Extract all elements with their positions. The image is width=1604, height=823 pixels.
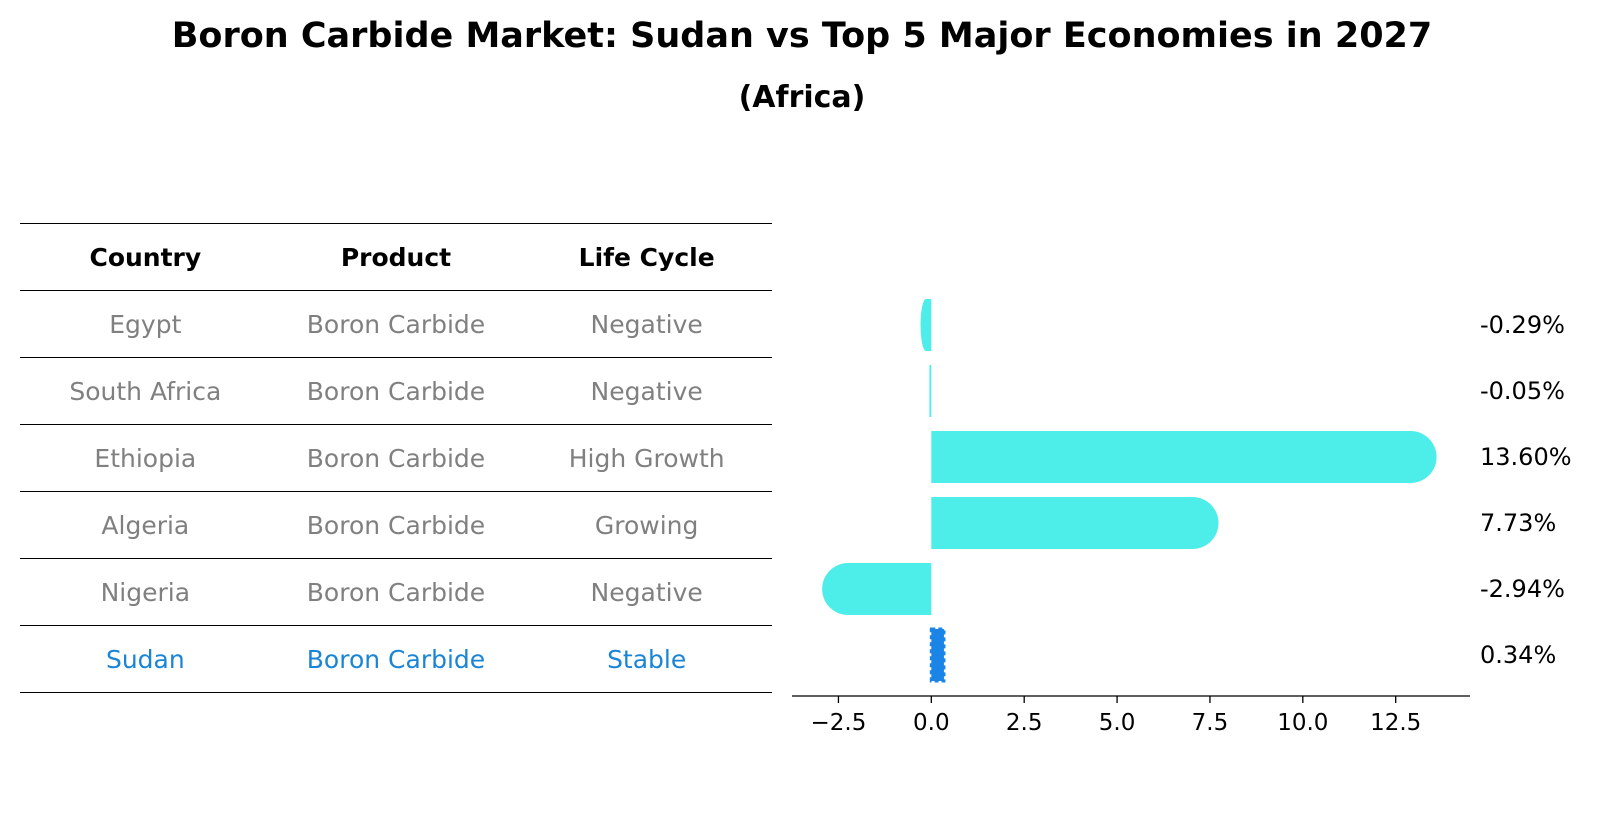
cell-life-cycle: Negative <box>521 558 772 626</box>
value-label: -2.94% <box>1480 575 1565 603</box>
table-header-row: Country Product Life Cycle <box>20 223 772 291</box>
header-product: Product <box>270 223 522 291</box>
bar-egypt <box>920 299 932 351</box>
table-row-highlight: Sudan Boron Carbide Stable <box>20 625 772 693</box>
x-tick-label: 10.0 <box>1277 710 1328 736</box>
cell-country: South Africa <box>20 357 271 425</box>
bar-south-africa <box>929 365 932 417</box>
x-tick-label: −2.5 <box>811 710 867 736</box>
table-row: Nigeria Boron Carbide Negative <box>20 558 772 626</box>
bar-ethiopia <box>931 431 1437 483</box>
cell-country: Algeria <box>20 491 271 559</box>
x-tick-label: 2.5 <box>1006 710 1043 736</box>
x-tick-label: 12.5 <box>1370 710 1421 736</box>
cell-life-cycle: Negative <box>521 357 772 425</box>
cell-life-cycle: High Growth <box>521 424 772 492</box>
cell-country: Nigeria <box>20 558 271 626</box>
bar-algeria <box>931 497 1219 549</box>
cell-life-cycle: Growing <box>521 491 772 559</box>
x-tick-label: 7.5 <box>1192 710 1229 736</box>
value-label: 0.34% <box>1480 641 1556 669</box>
bar-sudan <box>929 627 946 683</box>
bar-nigeria <box>822 563 932 615</box>
cell-country: Egypt <box>20 290 271 358</box>
cell-product: Boron Carbide <box>270 491 522 559</box>
chart-title: Boron Carbide Market: Sudan vs Top 5 Maj… <box>171 16 1433 56</box>
cell-country: Ethiopia <box>20 424 271 492</box>
header-country: Country <box>20 223 271 291</box>
value-label: 13.60% <box>1480 443 1572 471</box>
cell-product: Boron Carbide <box>270 357 522 425</box>
table-row: Ethiopia Boron Carbide High Growth <box>20 424 772 492</box>
cell-product: Boron Carbide <box>270 625 522 693</box>
value-label: -0.05% <box>1480 377 1565 405</box>
cell-country: Sudan <box>20 625 271 693</box>
value-label: 7.73% <box>1480 509 1556 537</box>
table-row: South Africa Boron Carbide Negative <box>20 357 772 425</box>
comparison-table: Country Product Life Cycle Egypt Boron C… <box>20 223 772 693</box>
chart-subtitle: (Africa) <box>738 80 866 115</box>
cell-product: Boron Carbide <box>270 424 522 492</box>
x-tick-label: 5.0 <box>1099 710 1136 736</box>
table-row: Algeria Boron Carbide Growing <box>20 491 772 559</box>
x-tick-label: 0.0 <box>913 710 950 736</box>
cell-life-cycle: Stable <box>521 625 772 693</box>
table-row: Egypt Boron Carbide Negative <box>20 290 772 358</box>
cell-life-cycle: Negative <box>521 290 772 358</box>
value-label: -0.29% <box>1480 311 1565 339</box>
cell-product: Boron Carbide <box>270 558 522 626</box>
cell-product: Boron Carbide <box>270 290 522 358</box>
header-life-cycle: Life Cycle <box>521 223 772 291</box>
